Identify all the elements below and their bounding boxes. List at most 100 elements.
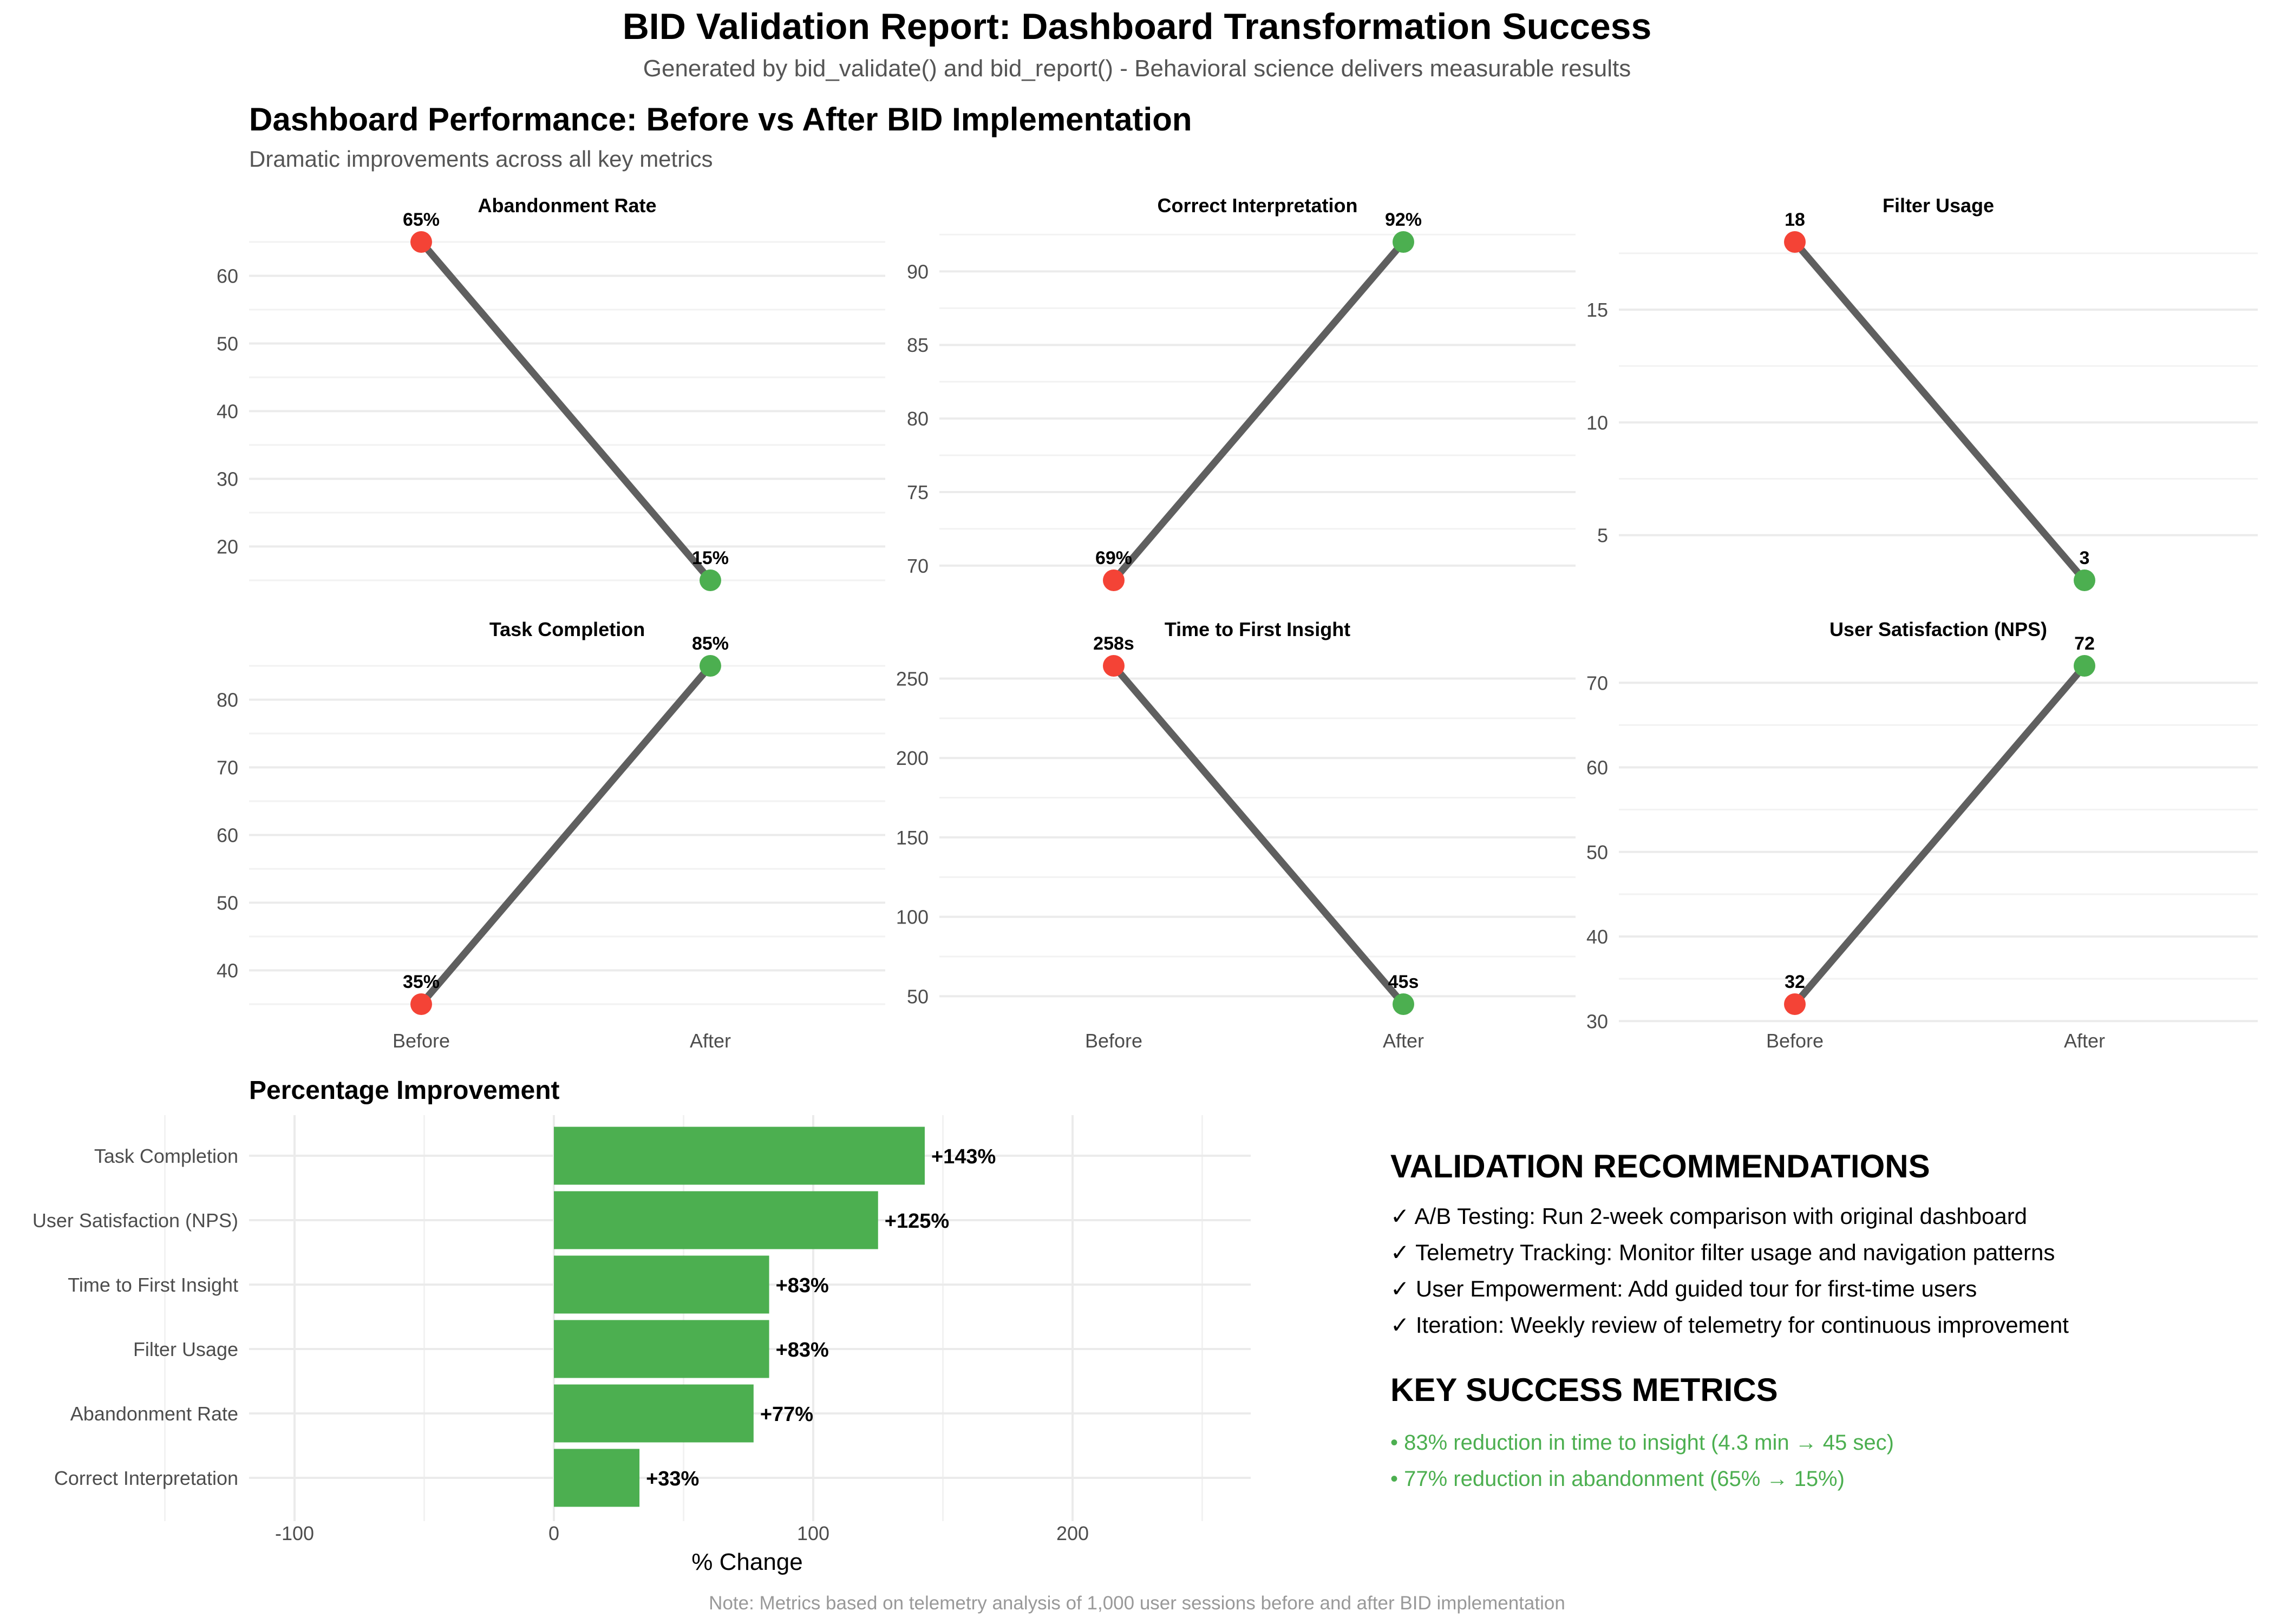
before-point bbox=[410, 231, 432, 253]
section-title: Dashboard Performance: Before vs After B… bbox=[249, 101, 1192, 137]
y-tick-label: 80 bbox=[217, 689, 238, 711]
y-tick-label: 30 bbox=[217, 468, 238, 490]
category-label: Correct Interpretation bbox=[54, 1467, 238, 1489]
series-line bbox=[1791, 238, 2088, 584]
after-point bbox=[1393, 993, 1414, 1015]
bar-chart-xlabel: % Change bbox=[691, 1549, 802, 1575]
after-value-label: 85% bbox=[692, 633, 729, 654]
metric-item: • 83% reduction in time to insight (4.3 … bbox=[1390, 1431, 1894, 1455]
before-value-label: 35% bbox=[403, 972, 440, 992]
y-tick-label: 70 bbox=[1586, 672, 1608, 694]
after-point bbox=[700, 569, 721, 591]
y-tick-label: 70 bbox=[907, 555, 929, 577]
y-tick-label: 15 bbox=[1586, 299, 1608, 321]
bar bbox=[554, 1191, 878, 1249]
category-label: Time to First Insight bbox=[68, 1274, 238, 1296]
series-line bbox=[1791, 662, 2088, 1008]
y-tick-label: 40 bbox=[1586, 926, 1608, 948]
before-value-label: 258s bbox=[1093, 633, 1134, 654]
y-tick-label: 200 bbox=[896, 747, 929, 769]
y-tick-label: 90 bbox=[907, 260, 929, 283]
category-label: Filter Usage bbox=[133, 1338, 238, 1360]
y-tick-label: 20 bbox=[217, 536, 238, 558]
y-tick-label: 60 bbox=[1586, 757, 1608, 779]
panel-title: Task Completion bbox=[489, 618, 645, 640]
panel-title: Correct Interpretation bbox=[1157, 194, 1357, 217]
recommendation-item: ✓ Telemetry Tracking: Monitor filter usa… bbox=[1390, 1240, 2055, 1265]
metrics-title: KEY SUCCESS METRICS bbox=[1390, 1372, 1778, 1408]
x-tick-label: Before bbox=[1085, 1030, 1142, 1052]
category-label: Abandonment Rate bbox=[70, 1403, 238, 1425]
bar-value-label: +125% bbox=[885, 1210, 949, 1233]
bar bbox=[554, 1255, 769, 1314]
y-tick-label: 100 bbox=[896, 906, 929, 928]
bar-value-label: +83% bbox=[776, 1274, 829, 1297]
bar-chart-title: Percentage Improvement bbox=[249, 1076, 560, 1105]
series-line bbox=[1110, 662, 1407, 1008]
series-line bbox=[417, 662, 714, 1008]
x-tick-label: 0 bbox=[548, 1522, 559, 1544]
panel-title: Abandonment Rate bbox=[478, 194, 656, 217]
y-tick-label: 50 bbox=[217, 892, 238, 914]
after-point bbox=[2074, 655, 2095, 677]
x-tick-label: After bbox=[690, 1030, 731, 1052]
before-point bbox=[1784, 231, 1806, 253]
bar-value-label: +77% bbox=[760, 1403, 813, 1426]
recommendations-panel: VALIDATION RECOMMENDATIONS ✓ A/B Testing… bbox=[1390, 1148, 2235, 1497]
y-tick-label: 50 bbox=[1586, 841, 1608, 863]
y-tick-label: 80 bbox=[907, 408, 929, 430]
y-tick-label: 10 bbox=[1586, 411, 1608, 434]
before-point bbox=[1784, 993, 1806, 1015]
recommendation-item: ✓ Iteration: Weekly review of telemetry … bbox=[1390, 1312, 2069, 1338]
before-point bbox=[1103, 655, 1125, 677]
category-label: Task Completion bbox=[94, 1145, 238, 1167]
y-tick-label: 60 bbox=[217, 824, 238, 847]
series-line bbox=[417, 238, 714, 584]
after-value-label: 72 bbox=[2074, 633, 2095, 654]
y-tick-label: 5 bbox=[1597, 525, 1608, 547]
series-line bbox=[1110, 238, 1407, 584]
y-tick-label: 50 bbox=[217, 333, 238, 355]
y-tick-label: 150 bbox=[896, 827, 929, 849]
metric-item: • 77% reduction in abandonment (65% → 15… bbox=[1390, 1467, 1845, 1491]
after-value-label: 92% bbox=[1385, 209, 1422, 230]
before-value-label: 65% bbox=[403, 209, 440, 230]
y-tick-label: 30 bbox=[1586, 1010, 1608, 1032]
bar-value-label: +83% bbox=[776, 1339, 829, 1361]
bar-value-label: +33% bbox=[646, 1468, 699, 1490]
y-tick-label: 85 bbox=[907, 334, 929, 356]
x-tick-label: -100 bbox=[275, 1522, 314, 1544]
before-value-label: 18 bbox=[1785, 209, 1805, 230]
x-tick-label: After bbox=[1383, 1030, 1424, 1052]
x-tick-label: Before bbox=[1766, 1030, 1824, 1052]
bar-value-label: +143% bbox=[931, 1145, 996, 1168]
y-tick-label: 40 bbox=[217, 960, 238, 982]
bar bbox=[554, 1320, 769, 1378]
before-point bbox=[1103, 569, 1125, 591]
after-point bbox=[2074, 569, 2095, 591]
x-tick-label: 100 bbox=[797, 1522, 829, 1544]
section-subtitle: Dramatic improvements across all key met… bbox=[249, 146, 713, 172]
after-value-label: 45s bbox=[1388, 972, 1419, 992]
x-tick-label: After bbox=[2064, 1030, 2105, 1052]
category-label: User Satisfaction (NPS) bbox=[32, 1209, 238, 1232]
bar bbox=[554, 1127, 925, 1185]
after-value-label: 3 bbox=[2080, 548, 2090, 568]
before-value-label: 32 bbox=[1785, 972, 1805, 992]
after-point bbox=[1393, 231, 1414, 253]
panel-title: Time to First Insight bbox=[1165, 618, 1350, 640]
bar bbox=[554, 1449, 640, 1507]
y-tick-label: 50 bbox=[907, 985, 929, 1007]
after-point bbox=[700, 655, 721, 677]
recommendations-title: VALIDATION RECOMMENDATIONS bbox=[1390, 1148, 1930, 1184]
panel-title: User Satisfaction (NPS) bbox=[1829, 618, 2047, 640]
y-tick-label: 75 bbox=[907, 481, 929, 503]
page-title: BID Validation Report: Dashboard Transfo… bbox=[622, 6, 1652, 47]
recommendation-item: ✓ User Empowerment: Add guided tour for … bbox=[1390, 1276, 1977, 1301]
bar bbox=[554, 1384, 754, 1443]
y-tick-label: 70 bbox=[217, 757, 238, 779]
panel-title: Filter Usage bbox=[1883, 194, 1994, 217]
footnote: Note: Metrics based on telemetry analysi… bbox=[709, 1593, 1565, 1614]
y-tick-label: 250 bbox=[896, 667, 929, 690]
